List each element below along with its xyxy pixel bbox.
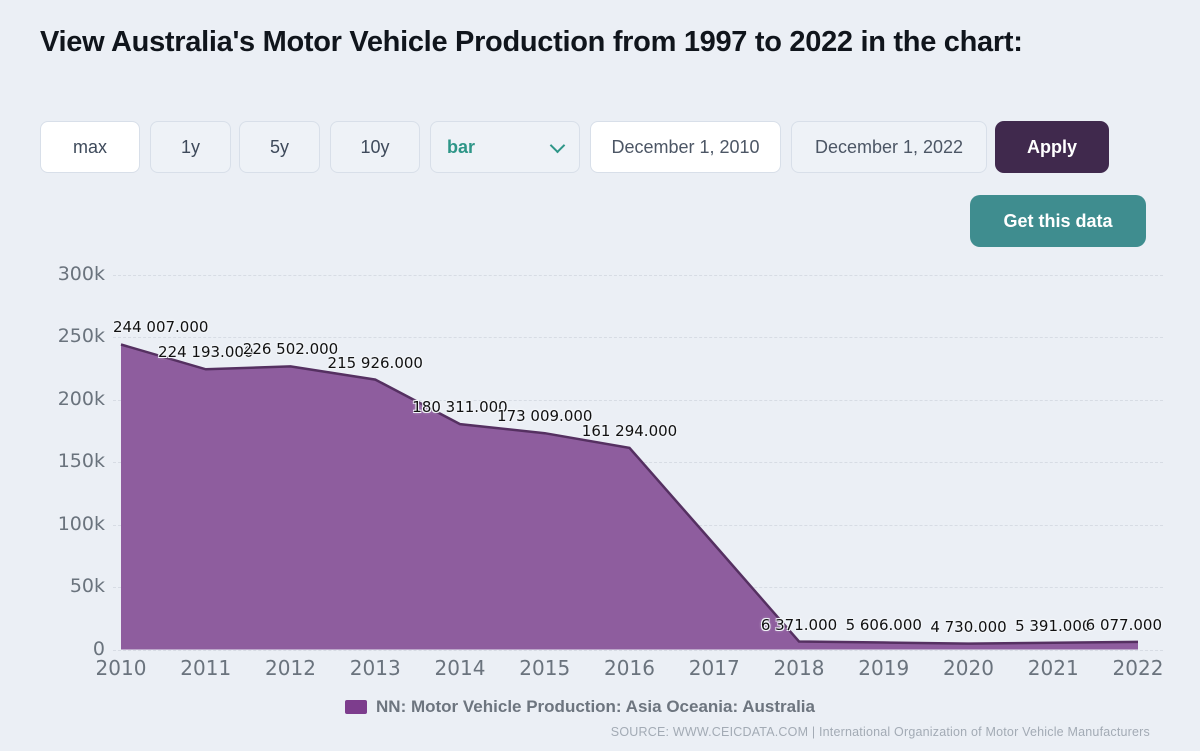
chart-type-select[interactable]: bar (430, 121, 580, 173)
x-tick-label: 2015 (519, 656, 571, 680)
gridline (113, 337, 1163, 338)
data-point-label: 6 371.000 (760, 615, 838, 634)
y-tick-label: 100k (57, 512, 105, 535)
data-point-label: 5 391.000 (1015, 616, 1092, 635)
source-attribution: SOURCE: WWW.CEICDATA.COM | International… (610, 725, 1150, 739)
y-tick-label: 300k (57, 262, 105, 285)
data-point-label: 244 007.000 (113, 318, 209, 337)
get-this-data-button[interactable]: Get this data (970, 195, 1146, 247)
x-tick-label: 2012 (265, 656, 316, 680)
x-tick-label: 2017 (688, 656, 740, 680)
data-point-label: 4 730.000 (930, 617, 1007, 636)
gridline (113, 274, 1163, 276)
x-tick-label: 2020 (943, 656, 994, 680)
date-to-input[interactable]: December 1, 2022 (791, 121, 987, 173)
gridline (113, 649, 1163, 651)
y-tick-label: 150k (57, 450, 105, 472)
area-fill (121, 344, 1138, 650)
legend-swatch (345, 700, 368, 714)
chevron-down-icon (549, 137, 566, 153)
data-point-label: 224 193.000 (158, 343, 254, 362)
range-button-5y[interactable]: 5y (239, 121, 320, 173)
y-tick-label: 200k (57, 387, 105, 410)
y-tick-label: 0 (92, 637, 105, 660)
x-tick-label: 2019 (858, 656, 910, 680)
page-title: View Australia's Motor Vehicle Productio… (40, 26, 1023, 58)
legend[interactable]: NN: Motor Vehicle Production: Asia Ocean… (0, 697, 1160, 717)
x-tick-label: 2018 (773, 656, 825, 680)
y-tick-label: 50k (69, 575, 105, 597)
x-tick-label: 2021 (1027, 656, 1079, 680)
x-tick-label: 2013 (349, 656, 401, 680)
data-point-label: 215 926.000 (327, 353, 423, 372)
data-point-label: 226 502.000 (242, 340, 339, 359)
data-point-label: 173 009.000 (497, 407, 593, 426)
x-tick-label: 2011 (180, 656, 232, 680)
x-tick-label: 2022 (1112, 656, 1164, 680)
range-button-max[interactable]: max (40, 121, 140, 173)
data-point-label: 5 606.000 (845, 616, 922, 635)
range-button-1y[interactable]: 1y (150, 121, 231, 173)
x-tick-label: 2010 (95, 656, 147, 680)
data-point-label: 161 294.000 (581, 421, 678, 440)
chart-type-select-value: bar (447, 136, 476, 157)
x-tick-label: 2016 (604, 656, 655, 680)
gridline (113, 587, 1163, 588)
area-outline (120, 343, 1139, 645)
gridline (113, 399, 1163, 401)
y-tick-label: 250k (57, 325, 105, 347)
legend-label: NN: Motor Vehicle Production: Asia Ocean… (376, 697, 815, 716)
apply-button[interactable]: Apply (995, 121, 1109, 173)
gridline (113, 462, 1163, 463)
range-button-10y[interactable]: 10y (330, 121, 420, 173)
data-point-label: 180 311.000 (412, 398, 508, 417)
date-from-input[interactable]: December 1, 2010 (590, 121, 781, 173)
x-tick-label: 2014 (434, 656, 486, 680)
gridline (113, 524, 1163, 526)
data-point-label: 6 077.000 (1085, 615, 1162, 634)
